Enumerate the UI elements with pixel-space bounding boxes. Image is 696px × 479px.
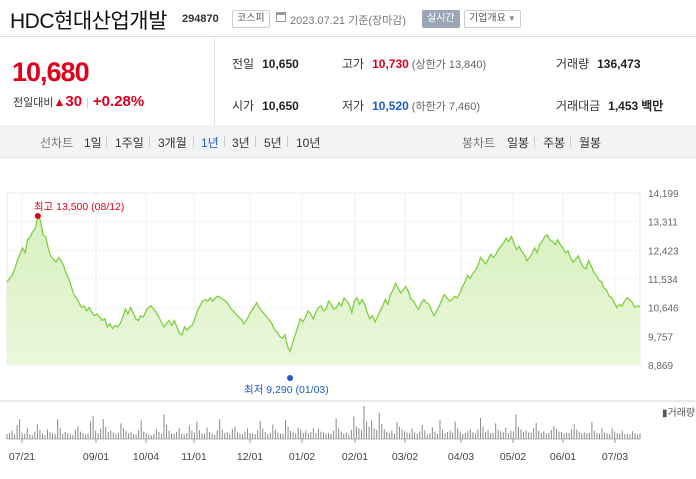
x-tick-label: 09/01 — [83, 451, 109, 463]
stat-unit: 백만 — [641, 99, 664, 113]
min-annotation: 최저 9,290 (01/03) — [244, 384, 329, 396]
candle-weekly[interactable]: 주봉 — [543, 136, 566, 150]
as-of-date: 2023.07.21 기준(장마감) — [290, 15, 407, 27]
current-price: 10,680 — [12, 57, 90, 87]
stat-value: 10,520 — [372, 99, 409, 113]
line-chart-label: 선차트 — [40, 136, 74, 150]
y-tick-label: 11,534 — [648, 275, 678, 286]
chevron-down-icon: ▼ — [507, 14, 516, 23]
stat-value: 136,473 — [597, 57, 641, 71]
change-label: 전일대비 — [13, 97, 54, 109]
x-tick-label: 07/21 — [9, 451, 35, 463]
period-10y[interactable]: 10년 — [296, 136, 321, 150]
company-overview-dropdown[interactable]: 기업개요 ▼ — [464, 10, 521, 28]
stock-header: HDC현대산업개발 294870 코스피 2023.07.21 기준(장마감) … — [0, 0, 696, 36]
x-tick-label: 04/03 — [448, 451, 474, 463]
upper-limit: (상한가 13,840) — [411, 59, 487, 71]
stat-value: 10,650 — [262, 99, 299, 113]
x-tick-label: 10/04 — [133, 451, 159, 463]
lower-limit: (하한가 7,460) — [411, 101, 481, 113]
stat-label: 거래량 — [556, 57, 590, 71]
stat-low: 저가 10,520 (하한가 7,460) — [342, 97, 480, 114]
stat-value: 1,453 — [608, 99, 639, 113]
price-panel: 10,680 전일대비▲30 | +0.28% 전일 10,650 고가 10,730(… — [0, 36, 696, 126]
stat-open: 시가 10,650 — [232, 97, 299, 114]
max-annotation: 최고 13,500 (08/12) — [34, 201, 125, 213]
y-tick-label: 8,869 — [648, 361, 673, 372]
y-tick-label: 13,311 — [648, 218, 678, 229]
stock-code: 294870 — [182, 13, 219, 25]
period-1y[interactable]: 1년 — [201, 136, 219, 150]
max-marker — [34, 213, 41, 219]
panel-divider — [214, 37, 215, 125]
x-tick-label: 02/01 — [342, 451, 368, 463]
change-percent: +0.28% — [92, 93, 145, 110]
stat-amount: 거래대금 1,453 백만 — [556, 97, 663, 114]
period-nav: 선차트 1일 1주일 3개월 1년 3년 5년 10년 봉차트 일봉 주봉 월봉 — [0, 125, 696, 158]
candle-chart-label: 봉차트 — [462, 136, 496, 150]
calendar-icon — [276, 12, 286, 22]
volume-legend: ▮거래량 — [662, 407, 695, 419]
stat-value: 10,730 — [372, 57, 409, 71]
price-chart[interactable]: 14,199 13,311 12,423 11,534 10,646 9,757 8,869… — [0, 180, 696, 479]
period-5y[interactable]: 5년 — [264, 136, 282, 150]
x-tick-label: 06/01 — [550, 451, 576, 463]
x-tick-label: 01/02 — [289, 451, 315, 463]
price-area — [7, 215, 640, 365]
period-3m[interactable]: 3개월 — [158, 136, 187, 150]
stat-high: 고가 10,730 (상한가 13,840) — [342, 55, 486, 72]
stat-prev-close: 전일 10,650 — [232, 55, 299, 72]
y-tick-label: 10,646 — [648, 304, 679, 315]
period-1d[interactable]: 1일 — [84, 136, 102, 150]
x-tick-label: 05/02 — [500, 451, 526, 463]
price-change: 전일대비▲30 | +0.28% — [13, 93, 145, 110]
change-value: 30 — [65, 93, 83, 110]
candle-monthly[interactable]: 월봉 — [579, 136, 602, 150]
up-triangle-icon: ▲ — [53, 95, 66, 109]
stock-name: HDC현대산업개발 — [10, 10, 167, 33]
min-marker — [287, 375, 294, 381]
stat-label: 시가 — [232, 99, 255, 113]
stat-label: 거래대금 — [556, 99, 601, 113]
stat-label: 고가 — [342, 57, 365, 71]
y-tick-label: 9,757 — [648, 332, 673, 343]
candle-daily[interactable]: 일봉 — [507, 136, 530, 150]
y-tick-label: 14,199 — [648, 189, 679, 200]
x-tick-label: 07/03 — [602, 451, 628, 463]
period-3y[interactable]: 3년 — [232, 136, 250, 150]
price-line — [6, 213, 641, 354]
y-tick-label: 12,423 — [648, 246, 679, 257]
company-overview-label: 기업개요 — [469, 13, 506, 24]
stat-label: 저가 — [342, 99, 365, 113]
period-1w[interactable]: 1주일 — [115, 136, 144, 150]
x-tick-label: 11/01 — [181, 451, 207, 463]
stat-value: 10,650 — [262, 57, 299, 71]
realtime-button[interactable]: 실시간 — [422, 10, 460, 28]
x-tick-label: 12/01 — [237, 451, 263, 463]
x-tick-label: 03/02 — [392, 451, 418, 463]
stat-label: 전일 — [232, 57, 255, 71]
stat-volume: 거래량 136,473 — [556, 55, 641, 72]
market-badge: 코스피 — [232, 10, 270, 28]
